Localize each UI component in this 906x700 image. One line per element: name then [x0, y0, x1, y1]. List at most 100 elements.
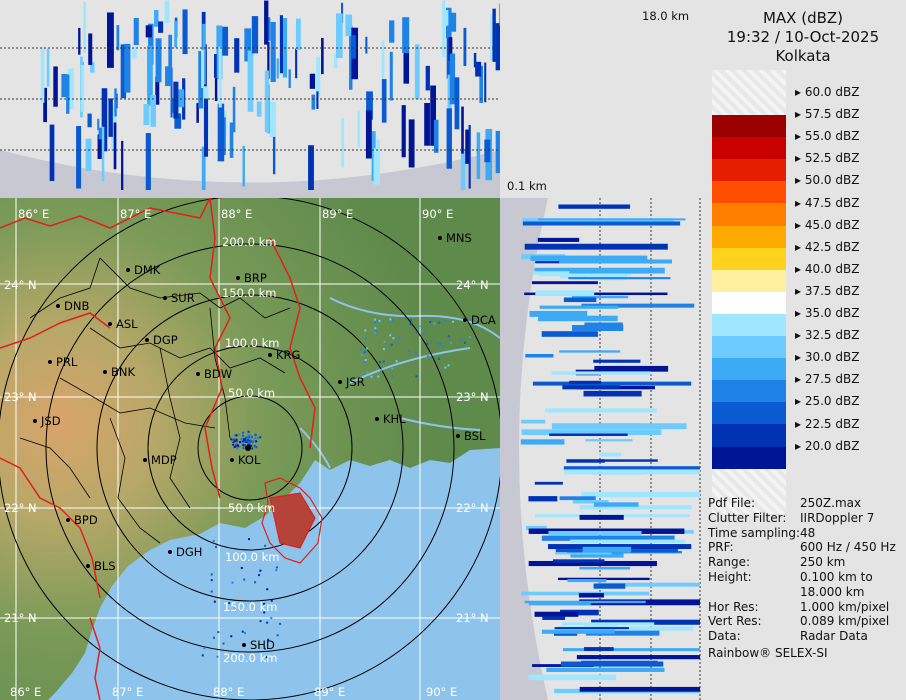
radar-echo-cluster [201, 318, 471, 659]
legend-label: ▸ 22.5 dBZ [795, 416, 860, 431]
echo-row [563, 466, 700, 471]
station-dot [236, 276, 240, 280]
info-value: 600 Hz / 450 Hz [800, 540, 896, 555]
echo-row [576, 655, 700, 660]
echo-row [522, 221, 681, 226]
echo-column [46, 48, 50, 87]
echo-column [492, 8, 496, 62]
echo-column [465, 129, 470, 164]
info-row: Vert Res: 0.089 km/pixel [708, 614, 889, 628]
echo-column [204, 98, 209, 157]
echo-pixel [247, 434, 250, 437]
echo-pixel [468, 336, 471, 339]
legend-label: ▸ 30.0 dBZ [795, 350, 860, 365]
legend-label: ▸ 35.0 dBZ [795, 306, 860, 320]
echo-column [232, 86, 236, 133]
echo-pixel [360, 353, 363, 356]
echo-pixel [263, 611, 266, 614]
legend-swatch [712, 225, 786, 249]
echo-pixel [370, 375, 373, 378]
echo-row [559, 350, 621, 353]
echo-pixel [374, 330, 377, 333]
echo-pixel [438, 357, 441, 360]
echo-row [520, 439, 565, 445]
echo-row [572, 500, 609, 504]
lon-label-90-bottom: 90° E [426, 685, 457, 699]
echo-row [564, 469, 700, 475]
echo-row [578, 592, 604, 598]
echo-pixel [203, 647, 206, 650]
state-boundaries [0, 198, 316, 700]
echo-column [201, 49, 205, 88]
echo-column [165, 66, 172, 87]
echo-column [279, 15, 283, 74]
echo-column [174, 113, 182, 129]
echo-row [570, 539, 685, 543]
station-label: DCA [471, 313, 496, 327]
echo-column [98, 127, 105, 140]
echo-column [365, 36, 368, 54]
echo-pixel [244, 438, 247, 441]
echo-pixel [360, 348, 363, 351]
echo-column [408, 119, 415, 168]
echo-row [530, 255, 648, 261]
station-label: BSL [464, 429, 486, 443]
echo-row [524, 243, 668, 250]
echo-row [571, 295, 629, 299]
lat-label-23-right: 23° N [456, 390, 489, 404]
legend-label: ▸ 40.0 dBZ [795, 261, 860, 276]
echo-column [433, 119, 439, 153]
echo-column [53, 66, 58, 107]
echo-pixel [230, 635, 233, 638]
station-dot [143, 458, 147, 462]
echo-pixel [240, 566, 243, 569]
echo-column [132, 47, 137, 59]
echo-row [525, 353, 554, 358]
lat-label-22-left: 22° N [4, 501, 37, 515]
echo-pixel [250, 436, 253, 439]
echo-pixel [238, 433, 241, 436]
echo-pixel [374, 327, 377, 330]
echo-pixel [266, 621, 269, 624]
echo-row [585, 630, 660, 636]
echo-column [242, 145, 245, 187]
echo-column [389, 20, 395, 43]
station-label: BLS [94, 559, 116, 573]
echo-row [559, 496, 596, 501]
echo-column [321, 38, 324, 75]
echo-pixel [259, 620, 262, 623]
station-label: JSD [40, 414, 61, 428]
echo-column [66, 74, 70, 114]
info-key: Hor Res: [708, 599, 759, 614]
echo-column [264, 70, 269, 133]
echo-row [541, 535, 675, 541]
echo-pixel [232, 440, 235, 443]
station-dot [56, 304, 60, 308]
echo-pixel [251, 447, 254, 450]
echo-pixel [275, 569, 278, 572]
echo-pixel [242, 431, 245, 434]
echo-column [430, 85, 436, 146]
lat-label-24-right: 24° N [456, 278, 489, 292]
echo-pixel [380, 369, 383, 372]
echo-pixel [267, 638, 270, 641]
ring-label-200-north: 200.0 km [222, 235, 276, 249]
echo-column [349, 25, 353, 90]
station-label: DGP [153, 333, 178, 347]
echo-pixel [245, 439, 248, 442]
radar-site-marker [245, 445, 251, 451]
echo-pixel [363, 351, 366, 354]
station-label: ASL [116, 317, 138, 331]
station-label: SHD [250, 638, 275, 652]
echo-pixel [245, 437, 248, 440]
legend-swatch-bottom [712, 468, 786, 514]
echo-column [97, 134, 104, 159]
echo-column [158, 21, 164, 33]
echo-column [148, 23, 154, 65]
side-vertical-section [500, 198, 706, 700]
info-row: Data: Radar Data [708, 629, 868, 643]
echo-row [546, 667, 665, 672]
side-section-echoes [520, 204, 700, 694]
info-key: PRF: [708, 540, 734, 555]
echo-column [402, 17, 410, 54]
